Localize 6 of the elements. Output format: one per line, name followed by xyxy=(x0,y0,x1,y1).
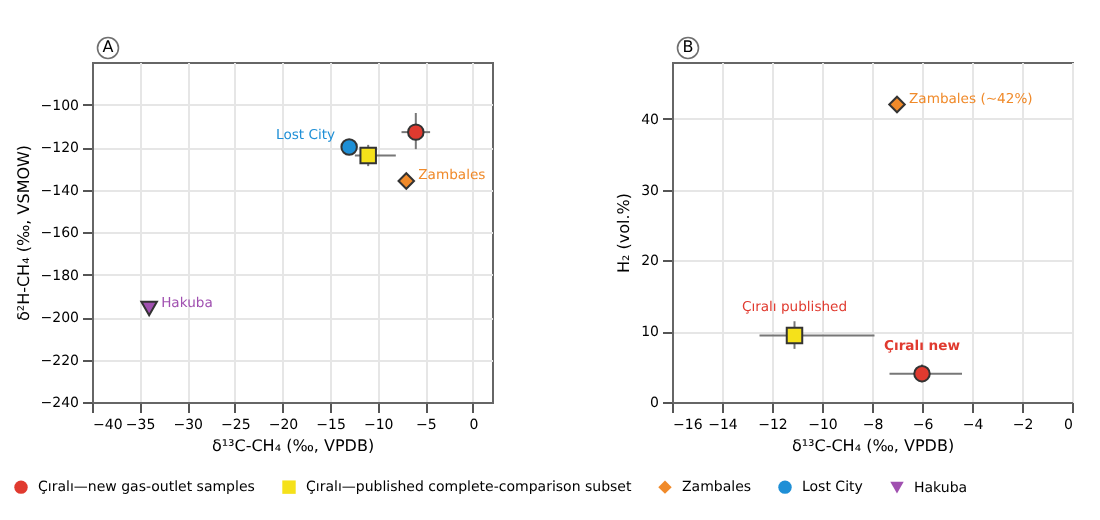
x-axis-title: δ¹³C-CH₄ (‰, VPDB) xyxy=(211,437,375,455)
text: B xyxy=(682,38,694,56)
text: A xyxy=(102,38,115,56)
y-axis-title: δ²H-CH₄ (‰, VSMOW) xyxy=(14,144,33,322)
y-axis-title: H₂ (vol.%) xyxy=(615,192,634,274)
x-axis-title: δ¹³C-CH₄ (‰, VPDB) xyxy=(791,437,955,455)
